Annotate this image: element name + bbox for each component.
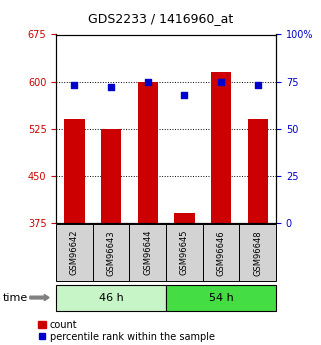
Bar xyxy=(203,224,239,281)
Legend: count, percentile rank within the sample: count, percentile rank within the sample xyxy=(37,319,216,343)
Text: GSM96644: GSM96644 xyxy=(143,230,152,275)
Bar xyxy=(56,285,166,310)
Bar xyxy=(239,224,276,281)
Bar xyxy=(101,128,121,223)
Bar xyxy=(248,119,268,223)
Bar xyxy=(65,119,84,223)
Text: GSM96648: GSM96648 xyxy=(253,230,262,276)
Bar xyxy=(211,72,231,223)
Text: GSM96646: GSM96646 xyxy=(217,230,226,276)
Text: 46 h: 46 h xyxy=(99,293,124,303)
Bar xyxy=(166,224,203,281)
Text: time: time xyxy=(3,293,29,303)
Text: GSM96642: GSM96642 xyxy=(70,230,79,275)
Bar xyxy=(166,285,276,310)
Text: 54 h: 54 h xyxy=(209,293,233,303)
Point xyxy=(108,85,114,90)
Point xyxy=(145,79,150,84)
Point xyxy=(255,82,260,88)
Point xyxy=(182,92,187,97)
Point xyxy=(72,82,77,88)
Bar xyxy=(93,224,129,281)
Bar xyxy=(174,213,195,223)
Text: GSM96643: GSM96643 xyxy=(107,230,116,276)
Text: GSM96645: GSM96645 xyxy=(180,230,189,275)
Bar xyxy=(56,224,93,281)
Point xyxy=(219,79,224,84)
Bar xyxy=(138,81,158,223)
Bar xyxy=(129,224,166,281)
Text: GDS2233 / 1416960_at: GDS2233 / 1416960_at xyxy=(88,12,233,25)
